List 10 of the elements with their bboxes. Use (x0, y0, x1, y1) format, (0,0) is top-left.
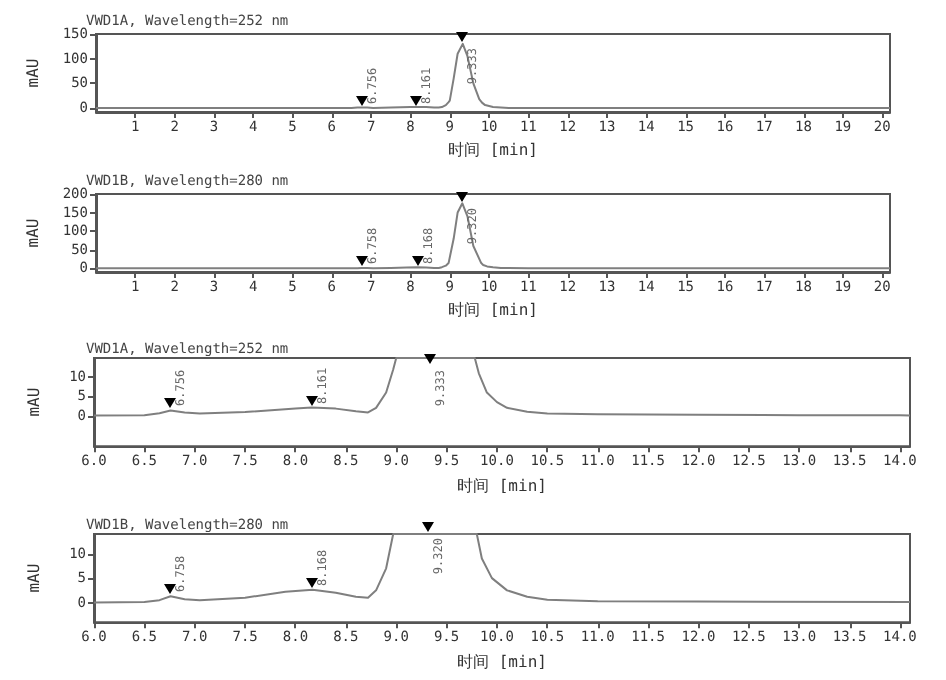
y-axis-title: mAU (25, 387, 43, 417)
line-series (93, 357, 911, 417)
x-axis-title: 时间 [min] (448, 301, 538, 319)
y-axis-title: mAU (23, 58, 42, 88)
y-axis-title: mAU (25, 563, 43, 593)
y-axis-title: mAU (23, 218, 42, 248)
x-axis-title: 时间 [min] (448, 141, 538, 159)
x-axis-title: 时间 [min] (457, 653, 547, 671)
line-series (93, 533, 911, 604)
x-axis-title: 时间 [min] (457, 477, 547, 495)
